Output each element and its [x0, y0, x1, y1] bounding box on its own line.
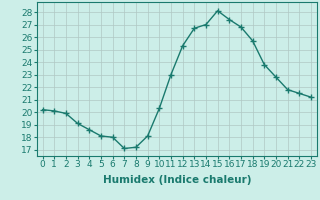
X-axis label: Humidex (Indice chaleur): Humidex (Indice chaleur): [102, 175, 251, 185]
